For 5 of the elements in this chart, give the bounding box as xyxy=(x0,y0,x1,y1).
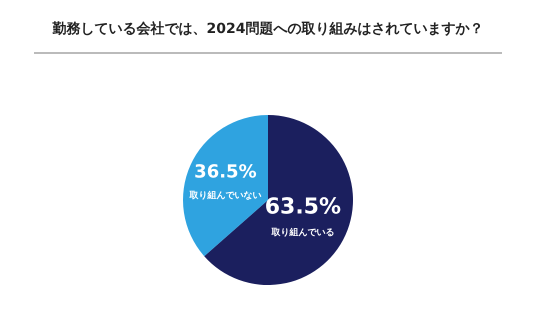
data-label: 36.5% xyxy=(194,161,257,182)
data-label: 63.5% xyxy=(264,194,342,220)
slice-label: 取り組んでいる xyxy=(270,227,334,238)
slice-label: 取り組んでいない xyxy=(188,190,262,202)
chart-title: 勤務している会社では、2024問題への取り組みはされていますか？ xyxy=(52,20,484,38)
